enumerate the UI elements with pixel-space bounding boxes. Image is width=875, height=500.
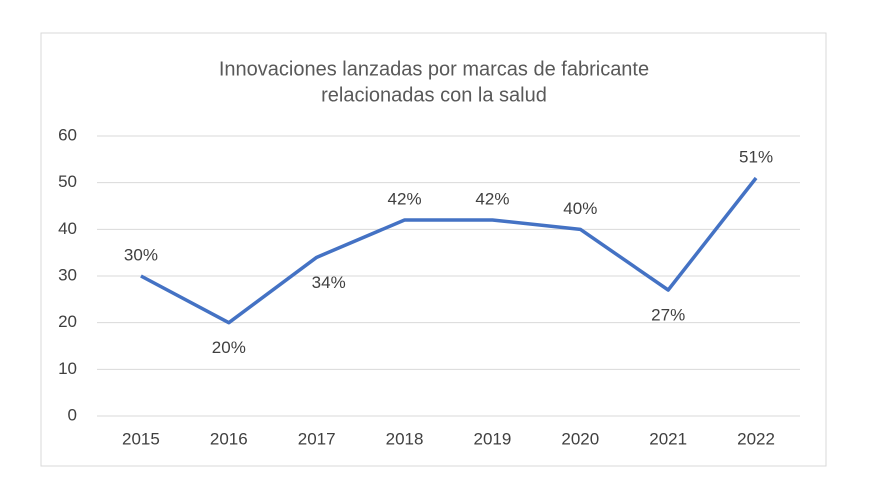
data-label: 27% xyxy=(651,305,685,324)
y-tick-label: 30 xyxy=(58,265,77,284)
x-tick-label: 2016 xyxy=(210,429,248,448)
y-tick-label: 50 xyxy=(58,172,77,191)
chart-title: relacionadas con la salud xyxy=(321,84,547,106)
data-label: 34% xyxy=(312,273,346,292)
x-tick-label: 2019 xyxy=(474,429,512,448)
x-tick-label: 2015 xyxy=(122,429,160,448)
x-tick-label: 2018 xyxy=(386,429,424,448)
y-tick-label: 10 xyxy=(58,359,77,378)
y-tick-label: 60 xyxy=(58,125,77,144)
x-tick-label: 2022 xyxy=(737,429,775,448)
data-label: 40% xyxy=(563,199,597,218)
chart-title: Innovaciones lanzadas por marcas de fabr… xyxy=(219,58,649,80)
data-label: 42% xyxy=(388,189,422,208)
x-tick-label: 2021 xyxy=(649,429,687,448)
data-label: 20% xyxy=(212,338,246,357)
data-label: 42% xyxy=(475,189,509,208)
y-tick-label: 40 xyxy=(58,219,77,238)
data-label: 51% xyxy=(739,147,773,166)
data-label: 30% xyxy=(124,245,158,264)
line xyxy=(140,176,758,325)
x-tick-label: 2017 xyxy=(298,429,336,448)
y-tick-label: 20 xyxy=(58,312,77,331)
chart-frame xyxy=(40,32,827,467)
x-tick-label: 2020 xyxy=(561,429,599,448)
y-tick-label: 0 xyxy=(68,405,77,424)
